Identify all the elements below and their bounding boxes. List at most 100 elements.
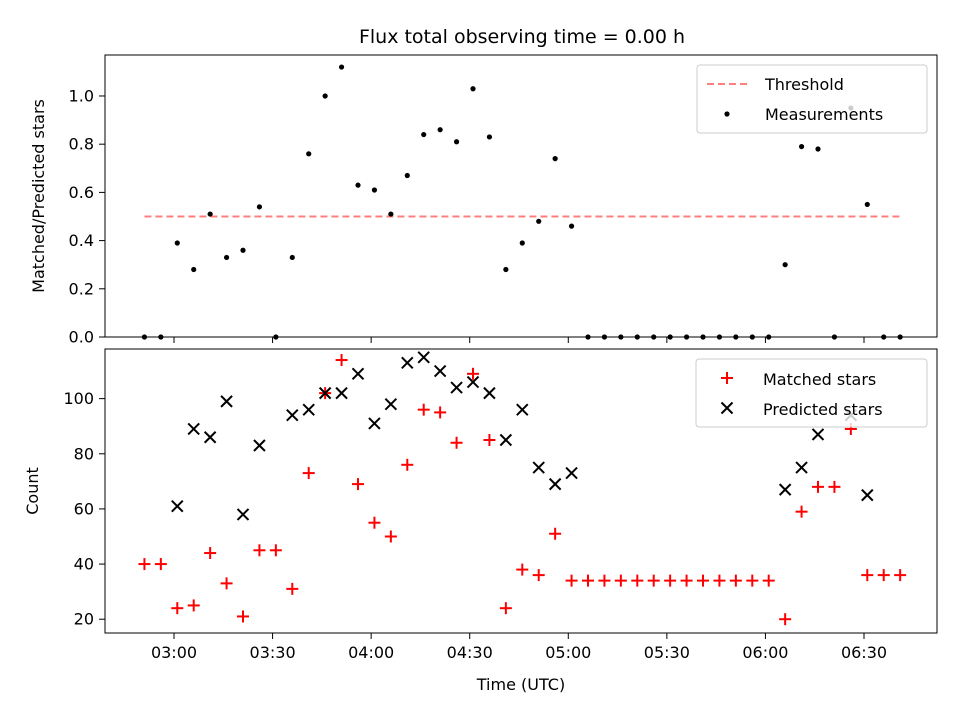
predicted-star-point: [811, 428, 825, 441]
y-tick-label: 1.0: [69, 86, 94, 105]
bottom-panel-legend-box: [695, 358, 928, 428]
matched-star-point: [549, 527, 562, 540]
predicted-star-point: [220, 395, 233, 408]
measurement-point: [207, 211, 213, 217]
legend-matched-label: Matched stars: [763, 370, 876, 389]
matched-star-point: [516, 563, 529, 576]
measurement-point: [798, 143, 805, 150]
measurement-point: [141, 334, 148, 340]
y-tick-label: 100: [63, 389, 94, 408]
matched-star-point: [828, 480, 841, 493]
measurement-point: [470, 86, 476, 92]
predicted-star-point: [187, 422, 200, 436]
measurement-point: [634, 334, 640, 340]
predicted-star-point: [795, 461, 808, 474]
bottom-panel-legend: Matched stars Predicted stars: [695, 358, 928, 428]
y-tick-label: 20: [74, 610, 94, 629]
predicted-star-point: [516, 403, 529, 416]
measurement-point: [601, 334, 608, 340]
x-tick-label: 03:00: [151, 643, 197, 662]
matched-star-point: [237, 610, 249, 623]
y-tick-label: 60: [74, 499, 94, 518]
measurement-point: [240, 247, 246, 253]
measurement-point: [371, 187, 378, 193]
count-points: [138, 351, 907, 626]
y-tick-label: 0.4: [69, 231, 94, 250]
bottom-panel-y-axis-label: Count: [23, 467, 42, 515]
matched-star-point: [532, 569, 545, 582]
legend-predicted-label: Predicted stars: [763, 400, 883, 419]
matched-star-point: [565, 574, 578, 587]
legend-predicted-swatch: [720, 401, 734, 415]
matched-star-point: [434, 406, 447, 419]
x-tick-label: 04:00: [348, 643, 394, 662]
predicted-star-point: [384, 397, 398, 411]
matched-star-point: [187, 599, 200, 612]
measurement-point: [273, 334, 279, 340]
top-panel-frame: [104, 54, 938, 338]
predicted-star-point: [565, 466, 578, 480]
predicted-star-point: [450, 381, 463, 394]
measurement-point: [881, 334, 887, 340]
measurement-point: [683, 334, 690, 340]
measurement-point: [519, 240, 525, 246]
predicted-star-point: [483, 386, 496, 400]
measurement-point: [749, 334, 755, 340]
x-tick-label: 03:30: [250, 643, 296, 662]
measurement-point: [766, 334, 772, 340]
predicted-star-point: [532, 461, 545, 474]
matched-star-point: [647, 574, 660, 587]
measurement-point: [568, 223, 575, 229]
top-panel-legend: Threshold Measurements: [696, 64, 928, 134]
y-tick-label: 40: [74, 555, 94, 574]
chart-title: Flux total observing time = 0.00 h: [359, 26, 685, 48]
matched-star-point: [138, 558, 151, 571]
measurement-point: [306, 151, 312, 157]
measurement-point: [174, 240, 180, 246]
predicted-star-point: [368, 417, 381, 430]
top-panel-y-ticks: 0.0 0.2 0.4 0.6 0.8 1.0: [69, 86, 105, 347]
matched-star-point: [746, 574, 759, 587]
matched-star-point: [499, 602, 512, 615]
measurement-point: [404, 172, 410, 179]
predicted-star-point: [778, 483, 792, 496]
predicted-star-point: [302, 403, 315, 416]
measurement-point: [831, 334, 838, 340]
measurement-point: [897, 334, 903, 340]
matched-star-point: [417, 403, 430, 416]
measurement-point: [864, 201, 870, 208]
measurement-point: [338, 64, 345, 70]
matched-star-point: [664, 574, 677, 587]
measurement-point: [618, 334, 624, 340]
legend-threshold-label: Threshold: [764, 75, 844, 94]
matched-star-point: [680, 574, 693, 587]
y-tick-label: 0.2: [69, 279, 94, 298]
matched-star-point: [861, 569, 874, 582]
predicted-star-point: [548, 477, 562, 491]
matched-star-point: [779, 613, 792, 626]
measurement-point: [256, 204, 263, 210]
matched-star-point: [729, 574, 742, 587]
measurement-point: [585, 334, 591, 340]
measurement-point: [388, 211, 394, 217]
predicted-star-point: [286, 408, 299, 422]
bottom-panel-y-ticks: 20 40 60 80 100: [63, 389, 105, 629]
predicted-star-point: [236, 508, 250, 521]
matched-star-point: [877, 569, 890, 582]
predicted-star-point: [433, 364, 447, 378]
matched-star-point: [467, 367, 479, 380]
matched-star-point: [384, 530, 397, 543]
x-tick-label: 06:00: [742, 643, 788, 662]
predicted-star-point: [351, 367, 365, 381]
predicted-star-point: [466, 375, 480, 389]
measurement-point: [437, 127, 443, 133]
measurement-point: [453, 139, 460, 145]
matched-star-point: [697, 574, 709, 587]
matched-star-point: [598, 574, 611, 587]
y-tick-label: 0.0: [69, 328, 94, 347]
x-tick-label: 04:30: [447, 643, 493, 662]
measurement-points: [141, 64, 903, 340]
matched-star-point: [582, 574, 594, 587]
measurement-point: [158, 334, 164, 340]
